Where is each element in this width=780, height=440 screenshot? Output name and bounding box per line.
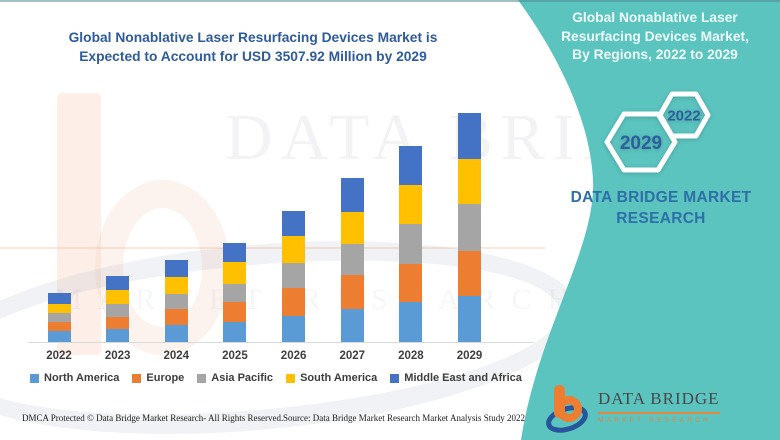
legend-swatch	[286, 373, 296, 383]
bar-2023: 2023	[105, 276, 130, 362]
bar-segment-north-america	[282, 316, 306, 342]
hexagon-2029	[604, 111, 678, 173]
bar-segment-middle-east-and-africa	[399, 146, 423, 185]
bar-segment-north-america	[399, 302, 423, 342]
bar-segment-asia-pacific	[340, 243, 364, 275]
bar-segment-asia-pacific	[282, 262, 306, 288]
bar-segment-north-america	[340, 308, 364, 342]
legend-label: North America	[44, 372, 120, 384]
legend-label: Europe	[146, 372, 185, 384]
legend-item-north-america: North America	[30, 372, 119, 384]
bar-segment-asia-pacific	[458, 204, 482, 251]
bar-2027: 2027	[339, 177, 365, 362]
bar-segment-asia-pacific	[399, 224, 423, 264]
top-accent-line	[0, 0, 780, 2]
x-axis-label: 2029	[456, 350, 483, 362]
bar-segment-asia-pacific	[47, 313, 71, 322]
footer-dmca: DMCA Protected © Data Bridge Market Rese…	[22, 413, 284, 423]
bar-segment-south-america	[164, 277, 188, 294]
bar-segment-europe	[340, 275, 364, 309]
bar-segment-europe	[223, 302, 247, 322]
panel-title-line1: Global Nonablative Laser	[572, 10, 738, 25]
bar-2025: 2025	[222, 243, 248, 362]
bar-segment-north-america	[47, 331, 71, 342]
bar-segment-asia-pacific	[164, 293, 188, 309]
bar-segment-north-america	[164, 325, 188, 342]
panel-title: Global Nonablative Laser Resurfacing Dev…	[545, 9, 765, 65]
brand-caption: DATA BRIDGE MARKET RESEARCH	[555, 187, 767, 229]
bar-segment-middle-east-and-africa	[106, 276, 130, 290]
bar-segment-middle-east-and-africa	[458, 112, 482, 159]
bar-segment-south-america	[458, 158, 482, 204]
logo-name: DATA BRIDGE	[598, 389, 720, 414]
bar-segment-middle-east-and-africa	[282, 211, 306, 236]
x-axis-label: 2027	[339, 350, 366, 362]
databridge-logo-text: DATA BRIDGE MARKET RESEARCH	[598, 389, 720, 424]
x-axis-label: 2022	[46, 350, 72, 362]
bar-segment-asia-pacific	[106, 303, 130, 317]
x-axis-label: 2023	[104, 350, 131, 362]
x-axis-label: 2026	[280, 350, 307, 362]
watermark-underline	[0, 247, 545, 249]
bar-segment-asia-pacific	[223, 283, 247, 302]
hexagon-2022-label: 2022	[667, 108, 700, 125]
bar-segment-europe	[47, 322, 71, 331]
legend-label: Asia Pacific	[211, 372, 274, 384]
legend-label: South America	[300, 372, 378, 384]
bar-2026: 2026	[281, 211, 306, 362]
bar-segment-north-america	[458, 296, 482, 342]
x-axis-label: 2028	[398, 350, 424, 362]
chart-title-line2: Expected to Account for USD 3507.92 Mill…	[79, 49, 427, 64]
panel-title-line2: Resurfacing Devices Market,	[561, 28, 749, 44]
legend-swatch	[197, 373, 207, 383]
legend-swatch	[132, 373, 142, 383]
bar-segment-europe	[458, 251, 482, 296]
legend-item-europe: Europe	[132, 372, 184, 384]
bar-segment-middle-east-and-africa	[164, 259, 188, 277]
legend-item-south-america: South America	[286, 372, 377, 384]
stacked-bar-chart: 2022 2023 2024 2025 2026 2027 2028 2029	[28, 100, 534, 362]
year-hexagons: 2022 2029	[604, 91, 711, 173]
legend-swatch	[30, 373, 39, 383]
x-axis-label: 2025	[222, 350, 248, 362]
chart-title-line1: Global Nonablative Laser Resurfacing Dev…	[68, 30, 438, 45]
legend-item-asia-pacific: Asia Pacific	[197, 372, 273, 384]
panel-title-line3: By Regions, 2022 to 2029	[572, 47, 738, 62]
legend-label: Middle East and Africa	[404, 372, 522, 384]
bar-segment-middle-east-and-africa	[223, 243, 247, 262]
bar-2024: 2024	[164, 259, 189, 362]
x-axis-label: 2024	[163, 350, 190, 362]
bar-segment-south-america	[282, 235, 306, 263]
brand-caption-line1: DATA BRIDGE MARKET	[570, 189, 752, 206]
legend-item-middle-east-and-africa: Middle East and Africa	[390, 372, 522, 384]
bar-2029: 2029	[457, 112, 482, 362]
bar-segment-europe	[399, 263, 423, 302]
bar-segment-europe	[282, 288, 306, 316]
bar-segment-europe	[106, 317, 130, 329]
bar-segment-south-america	[399, 185, 423, 224]
bar-2028: 2028	[398, 146, 424, 362]
databridge-logo-icon	[546, 385, 588, 433]
bar-segment-south-america	[340, 212, 364, 244]
bar-segment-south-america	[47, 303, 71, 313]
bar-segment-middle-east-and-africa	[340, 177, 364, 212]
hexagon-2029-label: 2029	[620, 133, 662, 154]
bar-segment-middle-east-and-africa	[47, 293, 71, 304]
bar-2022: 2022	[46, 293, 72, 362]
footer-source: Source: Data Bridge Market Research Mark…	[283, 413, 525, 423]
chart-title: Global Nonablative Laser Resurfacing Dev…	[40, 28, 466, 66]
bar-segment-europe	[164, 308, 188, 325]
brand-caption-line2: RESEARCH	[616, 210, 706, 227]
legend-swatch	[390, 373, 400, 383]
bar-segment-south-america	[223, 262, 247, 284]
bar-segment-north-america	[106, 329, 130, 342]
logo-tagline: MARKET RESEARCH	[598, 417, 711, 424]
bar-segment-north-america	[223, 322, 247, 342]
bar-segment-south-america	[106, 289, 130, 304]
databridge-logo: DATA BRIDGE MARKET RESEARCH	[546, 383, 720, 433]
chart-legend: North America Europe Asia Pacific South Ame…	[30, 372, 535, 384]
